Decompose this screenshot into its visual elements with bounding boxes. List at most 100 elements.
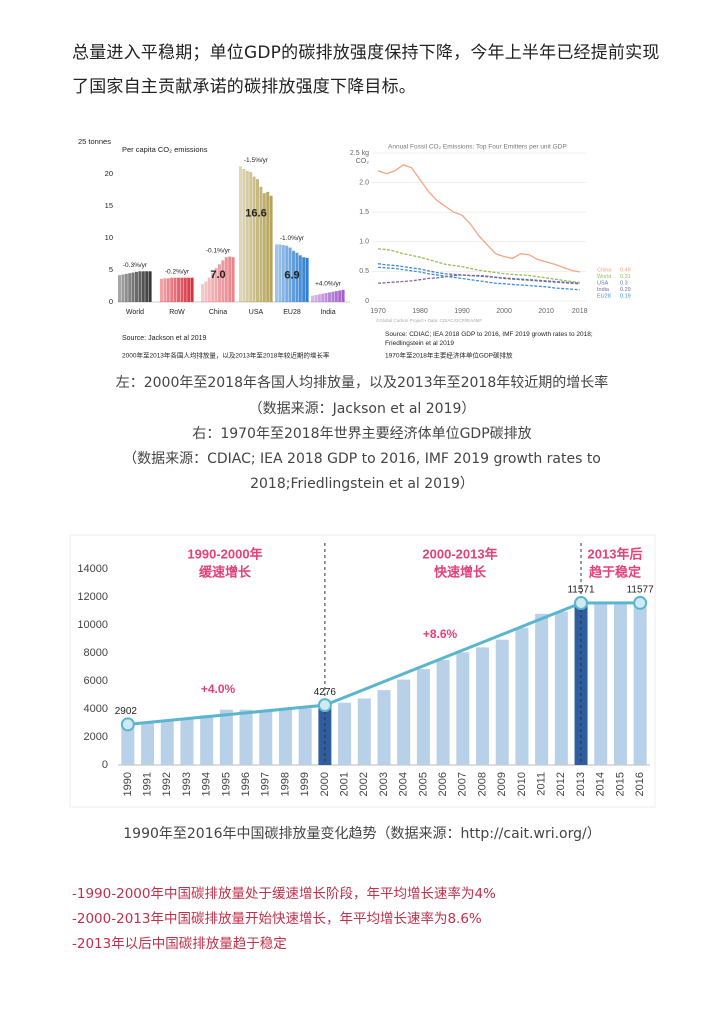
bar <box>298 255 302 302</box>
phase-title: 1990-2000年 <box>187 546 262 561</box>
bar <box>245 170 249 302</box>
y-tick-label: 20 <box>105 169 113 178</box>
x-tick-label: 1996 <box>240 772 252 796</box>
x-tick-label: 2013 <box>575 772 587 796</box>
x-tick-label: 2006 <box>437 772 449 796</box>
x-tick-label: 1997 <box>260 772 272 796</box>
x-tick-label: 1980 <box>412 308 428 315</box>
bar <box>334 291 338 302</box>
y-tick-label: 2000 <box>84 731 108 743</box>
series-line <box>377 164 580 273</box>
bar <box>200 715 214 765</box>
bar <box>160 278 163 302</box>
rate-label: -0.3%/yr <box>123 262 148 269</box>
bar <box>266 191 270 302</box>
bar <box>341 289 345 302</box>
trend-point <box>574 596 589 611</box>
note: -2000-2013年中国碳排放量开始快速增长，年平均增长速率为8.6% <box>72 911 482 927</box>
rate-label: +8.6% <box>423 627 458 641</box>
bar <box>177 277 180 302</box>
bar <box>160 720 174 765</box>
y-tick-label: 10000 <box>77 619 108 631</box>
legend-label: EU28 <box>597 293 611 299</box>
bar <box>201 284 204 302</box>
bar <box>436 660 450 765</box>
y-tick-label: 10 <box>105 233 113 242</box>
bar <box>183 277 187 302</box>
y-tick-label: 25 tonnes <box>78 137 111 146</box>
x-tick-label: 2014 <box>595 772 607 796</box>
x-tick-label: 1995 <box>220 772 232 796</box>
bar <box>190 277 194 302</box>
bar <box>328 292 331 302</box>
phase-subtitle: 缓速增长 <box>199 564 252 579</box>
source: Source: Jackson et al 2019 <box>122 335 207 342</box>
x-tick-label: 1998 <box>279 772 291 796</box>
trend-point <box>317 698 332 713</box>
bar <box>305 257 309 302</box>
x-tick-label: 2018 <box>572 308 588 315</box>
bar <box>207 277 211 302</box>
x-tick-label: 2010 <box>538 308 554 315</box>
bar <box>281 245 285 302</box>
legend-value: 0.3 <box>620 280 628 286</box>
bar <box>311 295 314 302</box>
bar <box>476 647 490 765</box>
bar <box>259 186 263 302</box>
bar <box>515 627 529 765</box>
category-label: USA <box>249 309 264 316</box>
rate-label: -0.1%/yr <box>206 247 231 254</box>
bar <box>166 278 170 302</box>
bar <box>221 260 225 302</box>
trend-line <box>127 601 641 726</box>
main-caption: 1990年至2016年中国碳排放量变化趋势（数据来源：http://cait.w… <box>123 826 601 842</box>
rate-label: +4.0%/yr <box>315 281 342 288</box>
legend-label: China <box>597 267 612 273</box>
y-tick-label: 0.5 <box>359 268 369 275</box>
bar <box>357 698 371 765</box>
bar <box>324 293 328 302</box>
y-tick-label: 2.5 kg <box>350 150 369 157</box>
bar <box>211 272 215 302</box>
y-tick-label: 12000 <box>77 591 108 603</box>
rate-label: +4.0% <box>201 682 236 696</box>
bar <box>204 281 208 302</box>
category-label: China <box>209 309 227 316</box>
value-label: 6.9 <box>284 270 299 282</box>
x-tick-label: 1993 <box>181 772 193 796</box>
x-tick-label: 2002 <box>358 772 370 796</box>
y-tick-label: 15 <box>105 201 113 210</box>
bar <box>259 710 273 765</box>
value-label: 16.6 <box>245 208 266 220</box>
x-tick-label: 2004 <box>398 772 410 796</box>
bar <box>128 273 132 302</box>
bar <box>278 708 292 765</box>
bar <box>456 652 470 765</box>
bar <box>285 245 289 302</box>
bar <box>288 247 292 302</box>
bar <box>228 256 232 302</box>
bar <box>121 724 135 765</box>
caption: 2000年至2013年各国人均排放量，以及2013年至2018年较近期的增长率 <box>122 351 330 360</box>
rate-label: -1.5%/yr <box>244 157 269 164</box>
legend-value: 0.19 <box>620 293 631 299</box>
bar <box>148 271 152 302</box>
x-tick-label: 2012 <box>555 772 567 796</box>
bar <box>554 611 568 765</box>
trend-point <box>120 717 135 732</box>
bar <box>224 257 228 302</box>
y-tick-label: 5 <box>109 265 113 274</box>
intro: 总量进入平稳期；单位GDP的碳排放强度保持下降，今年上半年已经提前实现了国家自主… <box>72 43 660 97</box>
trend-point <box>633 595 648 610</box>
x-tick-label: 2015 <box>614 772 626 796</box>
bar <box>338 290 342 302</box>
bar <box>180 718 194 765</box>
caption: 1970年至2018年主要经济体单位GDP碳排放 <box>385 351 513 360</box>
phase-title: 2000-2013年 <box>422 546 497 561</box>
bar <box>219 709 233 765</box>
caption: （数据来源：CDIAC; IEA 2018 GDP to 2016, IMF 2… <box>123 451 601 492</box>
bar <box>163 278 167 302</box>
legend-value: 0.49 <box>620 267 631 273</box>
